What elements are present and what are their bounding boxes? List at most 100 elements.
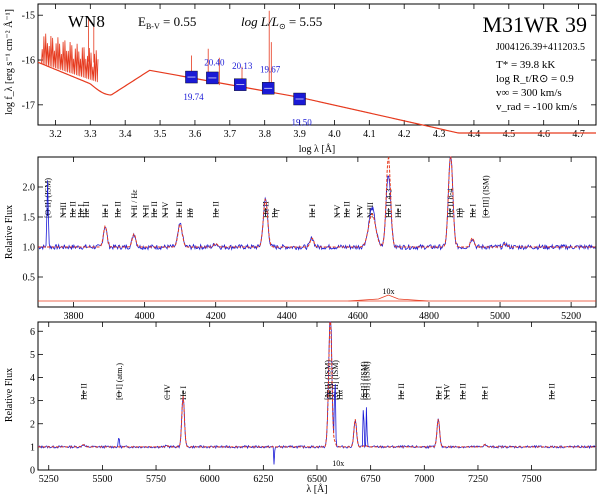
star-designation: J004126.39+411203.5 <box>496 42 585 53</box>
red-ticks: 5250 5500 5750 6000 6250 6500 6750 7000 7250 7500… <box>30 322 596 485</box>
sed-ylabel: log f_λ [erg s⁻¹ cm⁻² Å⁻¹] <box>3 9 15 115</box>
blue-inset-profile <box>348 294 429 302</box>
line-id-label: He II <box>459 383 468 400</box>
red-ylabel: Relative Flux <box>4 368 15 422</box>
sed-ticks: 3.2 3.3 3.4 3.5 3.6 3.7 3.8 3.9 4.0 4.1 4.2 4.3 4.4 4… <box>22 4 596 140</box>
line-id-label: [S II] (ISM) <box>363 361 372 400</box>
line-id-label: N V <box>356 204 365 218</box>
x-tick-label: 7500 <box>522 474 542 485</box>
line-id-label: Hα <box>336 389 345 400</box>
line-id-label: Hβ <box>456 208 465 218</box>
x-tick-label: 3.6 <box>189 129 202 140</box>
line-id-label: N II / Hε <box>130 189 139 218</box>
x-tick-label: 4.2 <box>398 129 411 140</box>
x-tick-label: 4200 <box>206 311 226 322</box>
sed-panel: 3.2 3.3 3.4 3.5 3.6 3.7 3.8 3.9 4.0 4.1 4.2 4.3 4.4 4… <box>3 3 597 155</box>
x-tick-label: 5250 <box>39 474 59 485</box>
stellar-param: v∞ = 300 km/s <box>496 87 562 99</box>
x-tick-label: 3.3 <box>84 129 97 140</box>
stellar-param: v_rad = -100 km/s <box>496 101 577 113</box>
y-tick-label: 2 <box>30 419 35 430</box>
line-id-label: [N II] (ISM) <box>323 360 332 400</box>
line-id-label: He I <box>308 204 317 218</box>
line-id-label: He I <box>468 204 477 218</box>
line-id-label: He II <box>397 383 406 400</box>
blue-ticks: 3800 4000 4200 4400 4600 4800 5000 5200 0.5 1.0 1.… <box>23 157 596 322</box>
red-line-ids: He II [O I] (atm.) C IV He I [N II] (ISM) He … <box>79 360 556 400</box>
x-tick-label: 3.4 <box>119 129 132 140</box>
x-tick-label: 4800 <box>419 311 439 322</box>
blue-model-spectrum <box>38 156 596 248</box>
line-id-label: [S II] (ISM) <box>360 361 369 400</box>
extinction-label: EB-V = 0.55 <box>138 14 196 31</box>
x-tick-label: 4.3 <box>433 129 446 140</box>
line-id-label: He I <box>179 386 188 400</box>
photometry-mag: 19.74 <box>183 92 204 102</box>
red-xlabel: λ [Å] <box>306 483 327 495</box>
sed-plot-frame <box>37 3 597 126</box>
line-id-label: He II 8-4 <box>446 189 455 218</box>
sed-model-curve <box>37 10 596 134</box>
x-tick-label: 6500 <box>307 474 327 485</box>
x-tick-label: 3.2 <box>49 129 62 140</box>
line-id-label: He I <box>394 204 403 218</box>
line-id-label: He II <box>114 201 123 218</box>
stellar-param: T* = 39.8 kK <box>496 59 555 71</box>
y-tick-label: 1.0 <box>23 243 36 254</box>
sed-xlabel: log λ [Å] <box>299 143 336 155</box>
line-id-label: He I <box>481 386 490 400</box>
sed-photometry: 19.74 20.40 20.13 19.67 19.50 <box>183 57 312 127</box>
y-tick-label: 6 <box>30 327 35 338</box>
line-id-label: He II <box>175 201 184 218</box>
x-tick-label: 4.7 <box>572 129 585 140</box>
y-tick-label: -17 <box>22 100 35 111</box>
line-id-label: [O III] (ISM) <box>481 175 490 218</box>
x-tick-label: 5000 <box>490 311 510 322</box>
y-tick-label: 5 <box>30 350 35 361</box>
red-spectrum-panel: 5250 5500 5750 6000 6250 6500 6750 7000 7250 7500… <box>4 321 597 495</box>
line-id-label: He I <box>101 204 110 218</box>
x-tick-label: 3.9 <box>293 129 306 140</box>
y-tick-label: 0.5 <box>23 273 36 284</box>
y-tick-label: 2.0 <box>23 183 36 194</box>
line-id-label: He II 4-3 <box>384 189 393 218</box>
blue-ylabel: Relative Flux <box>4 205 15 259</box>
x-tick-label: 6000 <box>200 474 220 485</box>
stellar-parameters: T* = 39.8 kK log R_t/R⊙ = 0.9 v∞ = 300 km/… <box>496 59 577 113</box>
line-id-label: He I <box>434 386 443 400</box>
photometry-mag: 19.67 <box>260 64 281 74</box>
sed-continuum <box>37 61 596 134</box>
line-id-label: He II <box>82 201 91 218</box>
line-id-label: [N II] (ISM) <box>331 360 340 400</box>
line-id-label: N V <box>333 204 342 218</box>
x-tick-label: 4.0 <box>328 129 341 140</box>
line-id-label: [O I] (atm.) <box>115 363 124 400</box>
red-inset-label: 10x <box>332 459 344 468</box>
x-tick-label: 5500 <box>92 474 112 485</box>
stellar-param: log R_t/R⊙ = 0.9 <box>496 73 574 85</box>
blue-plot-frame <box>37 156 597 308</box>
x-tick-label: 4.6 <box>537 129 550 140</box>
luminosity-label: log L/L⊙ = 5.55 <box>241 14 322 31</box>
x-tick-label: 6750 <box>361 474 381 485</box>
y-tick-label: 0 <box>30 466 35 477</box>
line-id-label: Hδ <box>186 208 195 218</box>
line-id-label: He I <box>77 204 86 218</box>
star-name: M31WR 39 <box>483 12 588 37</box>
line-id-label: N II <box>142 205 151 218</box>
line-id-label: N IV <box>161 202 170 218</box>
x-tick-label: 4400 <box>277 311 297 322</box>
x-tick-label: 3.7 <box>224 129 237 140</box>
red-spectra: 10x <box>37 321 597 468</box>
red-model-spectrum <box>38 321 596 448</box>
y-tick-label: 1 <box>30 442 35 453</box>
line-id-label: N III <box>59 202 68 218</box>
line-id-label: C IV <box>163 384 172 400</box>
sed-emission-lines <box>41 10 272 95</box>
line-id-label: He II <box>261 201 270 218</box>
x-tick-label: 4.1 <box>363 129 376 140</box>
y-tick-label: 1.5 <box>23 213 36 224</box>
y-tick-label: -15 <box>22 11 35 22</box>
x-tick-label: 7000 <box>414 474 434 485</box>
